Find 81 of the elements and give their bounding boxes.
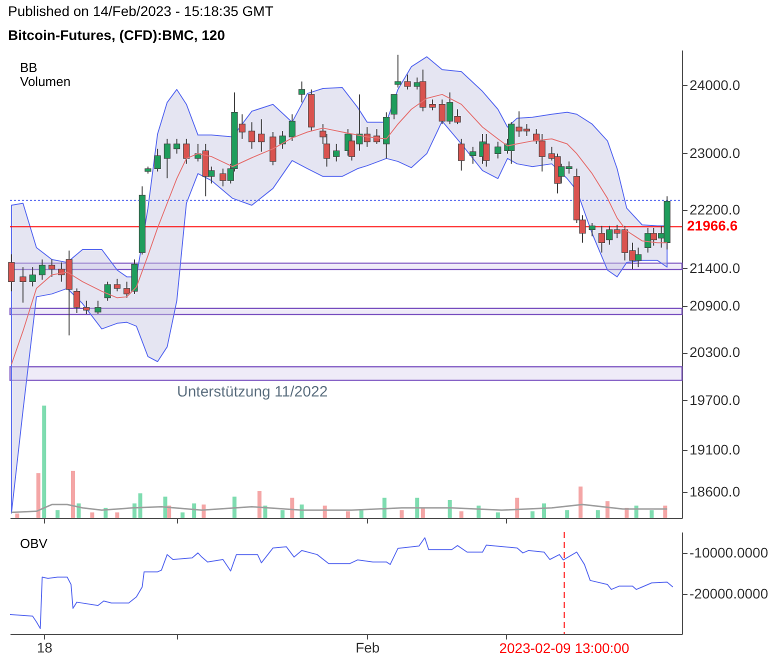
y-tick-label: 19100.0	[690, 441, 740, 458]
y-tick-label: 19700.0	[690, 392, 740, 408]
y-tick-label: 22200.0	[690, 201, 740, 218]
y-tick-label: -20000.0000	[690, 585, 768, 602]
bar	[415, 498, 420, 518]
candlestick	[174, 138, 180, 154]
candlestick	[258, 118, 265, 152]
candlestick	[114, 278, 120, 292]
bar	[36, 473, 40, 518]
line-series	[10, 537, 674, 629]
bar	[400, 510, 404, 518]
bar	[257, 491, 262, 518]
bar	[180, 512, 185, 518]
bar	[515, 498, 520, 518]
candlestick	[20, 266, 26, 304]
bar	[565, 510, 570, 518]
bar	[605, 501, 610, 518]
candlestick	[104, 281, 111, 302]
bar	[382, 498, 386, 518]
candlestick	[470, 146, 476, 164]
candlestick	[94, 300, 102, 314]
bar	[290, 498, 294, 518]
y-tick-label: 21400.0	[690, 260, 740, 276]
candlestick	[333, 143, 340, 162]
candlestick	[38, 258, 46, 280]
candlestick	[494, 141, 502, 159]
candlestick	[288, 114, 296, 142]
candlestick	[29, 266, 36, 287]
band-label: Unterstützung 11/2022	[177, 383, 328, 400]
candlestick	[429, 99, 436, 111]
bar	[138, 493, 142, 518]
bar	[232, 496, 236, 518]
chart-title: Volumen	[20, 74, 71, 89]
bar	[42, 406, 46, 518]
bar	[596, 510, 600, 518]
bar	[650, 510, 654, 518]
candlestick	[164, 138, 170, 179]
bar	[90, 512, 94, 518]
candlestick	[279, 130, 286, 150]
ref-line-label: 2023-02-09 13:00:00	[499, 640, 630, 656]
candlestick	[8, 254, 15, 292]
bar	[56, 510, 60, 518]
candlestick	[154, 148, 161, 172]
y-tick-label: 20900.0	[690, 298, 740, 314]
candlestick	[394, 54, 402, 88]
candlestick	[458, 138, 465, 172]
y-tick-label: -10000.0000	[690, 544, 768, 560]
candlestick	[74, 288, 80, 314]
y-tick-label: 24000.0	[690, 76, 740, 93]
bar	[496, 512, 500, 518]
bar	[280, 510, 285, 518]
bar	[578, 486, 583, 518]
candlestick	[183, 138, 190, 164]
chart-title: Bitcoin-Futures, (CFD):BMC, 120	[8, 27, 226, 43]
bar	[359, 510, 364, 518]
candlestick	[298, 81, 306, 103]
candlestick	[588, 222, 596, 237]
bar	[459, 511, 464, 518]
candlestick	[404, 74, 411, 90]
bar	[346, 511, 350, 518]
bar	[530, 511, 535, 518]
x-tick-label: Feb	[356, 640, 380, 656]
bar	[70, 470, 75, 518]
y-tick-label: 18600.0	[690, 484, 740, 500]
candlestick	[390, 94, 398, 120]
y-tick-label: 23000.0	[690, 144, 740, 161]
y-tick-label: 20300.0	[690, 344, 740, 360]
ref-line-label: 21966.6	[687, 218, 738, 234]
chart-subtitle: Published on 14/Feb/2023 - 15:18:35 GMT	[8, 3, 274, 19]
line-series	[10, 94, 668, 365]
candlestick	[248, 122, 256, 150]
bar	[15, 514, 20, 518]
chart-title: OBV	[20, 536, 48, 551]
candlestick	[83, 300, 90, 314]
bar	[115, 512, 120, 518]
x-tick-label: 18	[36, 640, 53, 656]
bar	[420, 508, 425, 518]
candlestick	[483, 134, 490, 168]
candlestick	[48, 258, 56, 278]
annotation: BB	[20, 60, 38, 75]
bar	[448, 500, 452, 518]
